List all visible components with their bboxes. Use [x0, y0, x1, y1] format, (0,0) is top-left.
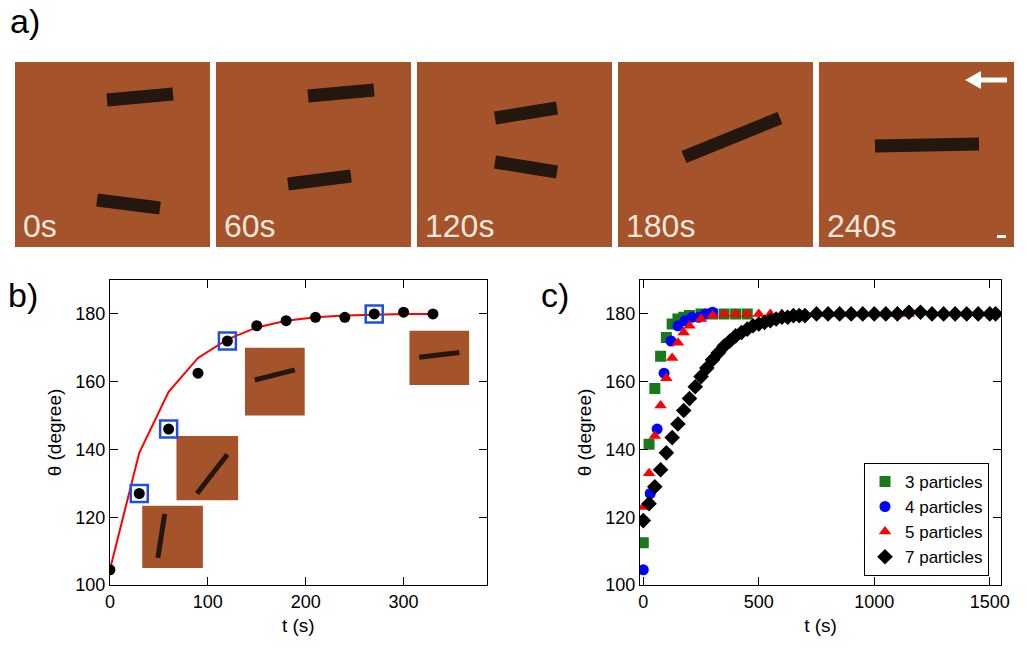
- svg-text:7 particles: 7 particles: [905, 548, 982, 567]
- html-text:a): a): [10, 2, 41, 40]
- svg-text:0: 0: [105, 592, 115, 612]
- svg-text:180: 180: [75, 304, 105, 324]
- svg-text:180: 180: [605, 304, 635, 324]
- html-text:180s: 180s: [626, 208, 696, 244]
- svg-text:θ (degree): θ (degree): [44, 389, 65, 477]
- svg-text:160: 160: [75, 372, 105, 392]
- svg-text:θ (degree): θ (degree): [574, 389, 595, 477]
- svg-text:t (s): t (s): [282, 615, 315, 636]
- svg-text:100: 100: [605, 575, 635, 595]
- svg-text:1000: 1000: [854, 592, 894, 612]
- svg-text:160: 160: [605, 372, 635, 392]
- svg-text:120: 120: [605, 508, 635, 528]
- svg-text:140: 140: [605, 440, 635, 460]
- svg-text:100: 100: [75, 575, 105, 595]
- svg-text:4 particles: 4 particles: [905, 498, 982, 517]
- svg-text:120: 120: [75, 508, 105, 528]
- svg-text:200: 200: [291, 592, 321, 612]
- svg-text:500: 500: [744, 592, 774, 612]
- svg-text:300: 300: [389, 592, 419, 612]
- svg-text:c): c): [541, 276, 569, 314]
- svg-text:t (s): t (s): [804, 615, 837, 636]
- svg-text:140: 140: [75, 440, 105, 460]
- svg-text:0: 0: [638, 592, 648, 612]
- svg-text:b): b): [8, 276, 38, 314]
- svg-text:5 particles: 5 particles: [905, 523, 982, 542]
- html-text:0s: 0s: [23, 208, 57, 244]
- svg-text:3 particles: 3 particles: [905, 473, 982, 492]
- svg-text:1500: 1500: [970, 592, 1010, 612]
- svg-text:100: 100: [193, 592, 223, 612]
- html-text:60s: 60s: [224, 208, 276, 244]
- html-text:240s: 240s: [827, 208, 897, 244]
- html-text:120s: 120s: [425, 208, 495, 244]
